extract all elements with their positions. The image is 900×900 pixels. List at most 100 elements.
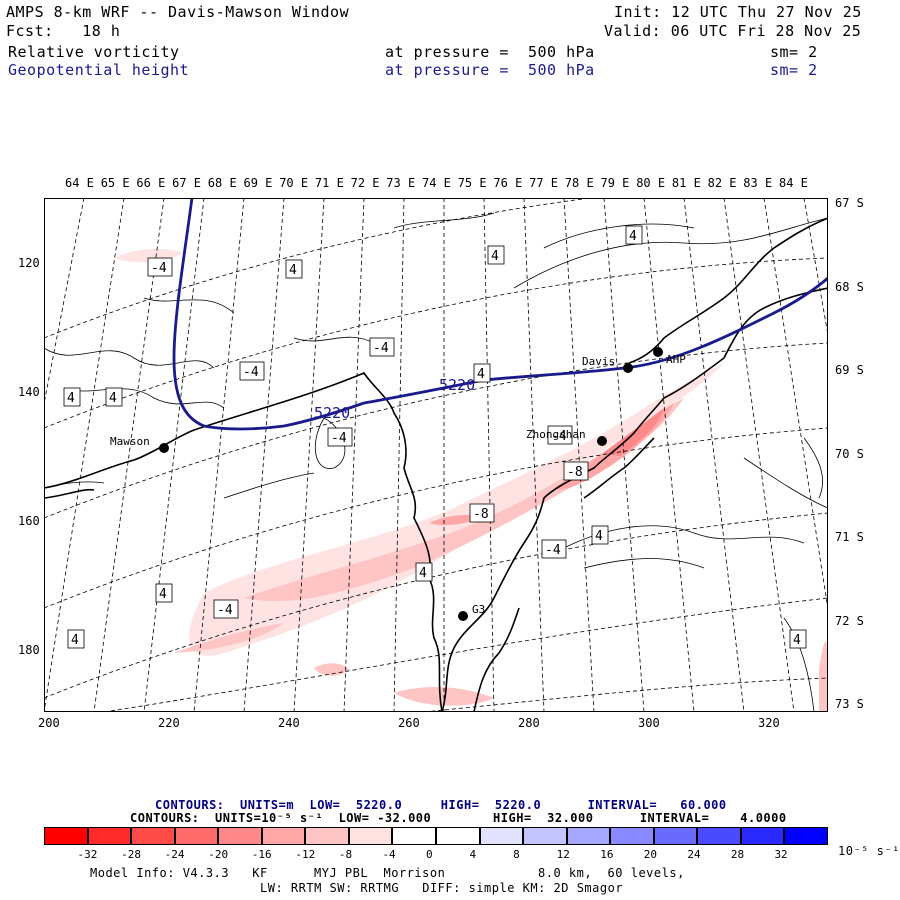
longitude-label: 81 E [671, 176, 701, 190]
vorticity-label: -4 [551, 429, 567, 444]
latitude-label: 71 S [835, 530, 864, 544]
colorbar-swatch [697, 827, 741, 845]
field1-level: at pressure = 500 hPa [385, 43, 595, 61]
vorticity-label: -8 [567, 465, 583, 480]
station-label-g3: G3 [472, 603, 485, 616]
x-tick-label: 240 [278, 716, 300, 730]
station-dot-zhongshan[interactable] [597, 436, 607, 446]
x-tick-label: 220 [158, 716, 180, 730]
colorbar-label: -24 [164, 848, 185, 861]
vorticity-label-box [563, 461, 589, 481]
vorticity-label: -4 [331, 431, 347, 446]
colorbar-swatch [348, 827, 393, 845]
y-tick-label: 120 [18, 256, 40, 270]
vorticity-label: 4 [159, 587, 167, 602]
y-tick-label: 180 [18, 643, 40, 657]
station-dot-davis[interactable] [623, 363, 633, 373]
colorbar-label: -16 [251, 848, 272, 861]
vorticity-label: -4 [217, 603, 233, 618]
physics-info: LW: RRTM SW: RRTMG DIFF: simple KM: 2D S… [260, 881, 624, 895]
vorticity-label: 4 [67, 391, 75, 406]
station-label-zhongshan: Zhongshan [526, 428, 586, 441]
vorticity-label-box [547, 425, 573, 445]
colorbar-label: -12 [295, 848, 316, 861]
field2-level: at pressure = 500 hPa [385, 61, 595, 79]
colorbar-swatch [740, 827, 785, 845]
vorticity-label-box [591, 525, 609, 545]
vorticity-label: -4 [243, 365, 259, 380]
colorbar-label: -32 [77, 848, 98, 861]
vorticity-label: 4 [109, 391, 117, 406]
vorticity-label: 4 [595, 529, 603, 544]
latitude-label: 70 S [835, 446, 864, 461]
vorticity-label-box [285, 259, 303, 279]
lat-lon-grid [44, 198, 828, 712]
vorticity-label: -4 [373, 341, 389, 356]
vorticity-label-box [239, 361, 265, 381]
vorticity-label-box [469, 503, 495, 523]
longitude-label: 83 E [743, 176, 773, 190]
station-dot-g3[interactable] [458, 611, 468, 621]
vorticity-label-box [67, 629, 85, 649]
vorticity-label: 4 [629, 229, 637, 244]
longitude-label: 64 E [65, 176, 94, 190]
colorbar-swatch [87, 827, 132, 845]
colorbar-label: -20 [208, 848, 229, 861]
colorbar-label: 20 [643, 848, 658, 861]
vorticity-label-box [105, 387, 123, 407]
vorticity-label-box [63, 387, 81, 407]
colorbar-label: 16 [600, 848, 614, 861]
station-dot-mawson[interactable] [159, 443, 169, 453]
longitude-label: 77 E [529, 176, 558, 190]
longitude-label: 70 E [279, 176, 309, 190]
vorticity-label-box [487, 245, 505, 265]
longitude-label: 74 E [422, 176, 451, 190]
height-label-2: 5220 [439, 376, 475, 394]
x-tick-label: 320 [758, 716, 780, 730]
vorticity-label-box [327, 427, 353, 447]
latitude-label: 69 S [835, 363, 864, 377]
colorbar-label: 0 [426, 848, 433, 861]
longitude-label: 69 E [243, 176, 273, 190]
colorbar-label: -28 [121, 848, 141, 861]
colorbar-units: 10⁻⁵ s⁻¹ [838, 844, 900, 858]
y-tick-label: 140 [18, 385, 40, 399]
latitude-label: 72 S [835, 613, 864, 628]
vorticity-label: 4 [419, 566, 427, 581]
y-tick-label: 160 [18, 514, 40, 528]
colorbar-swatch [261, 827, 306, 845]
longitude-label: 82 E [707, 176, 737, 190]
field1-smoothing: sm= 2 [770, 43, 818, 61]
colorbar-swatch [653, 827, 698, 845]
colorbar-label: 12 [556, 848, 570, 861]
longitude-label: 66 E [136, 176, 166, 190]
valid-time: Valid: 06 UTC Fri 28 Nov 25 [604, 22, 862, 40]
longitude-label: 68 E [207, 176, 237, 190]
colorbar-swatch [218, 827, 262, 845]
vorticity-label-box [415, 562, 433, 582]
height-contour-info: CONTOURS: UNITS=m LOW= 5220.0 HIGH= 5220… [155, 798, 727, 812]
vorticity-contour-info: CONTOURS: UNITS=10⁻⁵ s⁻¹ LOW= -32.000 HI… [130, 811, 787, 825]
vorticity-label-box [473, 363, 491, 383]
longitude-label: 79 E [600, 176, 630, 190]
colorbar-label: 4 [469, 848, 477, 861]
colorbar-label: 28 [730, 848, 745, 861]
colorbar-swatch [131, 827, 175, 845]
vorticity-label: -4 [545, 543, 561, 558]
colorbar-swatch [305, 827, 349, 845]
field2-name: Geopotential height [8, 61, 190, 79]
colorbar-label: -8 [338, 848, 353, 861]
vorticity-labels: -4 4 4 4 -4 -4 4 4 4 -4 -8 -4 -8 -4 4 4 4 -4 4 4 [63, 225, 807, 649]
vorticity-label: 4 [289, 263, 297, 278]
x-tick-label: 300 [638, 716, 660, 730]
colorbar-swatch [479, 827, 524, 845]
station-dot-ahp[interactable] [653, 347, 663, 357]
longitude-label: 78 E [564, 176, 594, 190]
height-label-1: 5220 [314, 404, 350, 422]
plot-title: AMPS 8-km WRF -- Davis-Mawson Window [6, 3, 350, 21]
model-info: Model Info: V4.3.3 KF MYJ PBL Morrison 8… [90, 866, 685, 880]
vorticity-label-box [625, 225, 643, 245]
forecast-hour: Fcst: 18 h [6, 22, 121, 40]
colorbar-swatch [523, 827, 567, 845]
